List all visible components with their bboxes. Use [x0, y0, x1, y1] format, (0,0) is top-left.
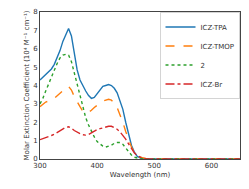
svg-text:5: 5 [33, 64, 37, 72]
svg-text:Molar Extinction Coefficient (: Molar Extinction Coefficient (10⁴ M⁻¹ cm… [23, 10, 31, 160]
svg-text:400: 400 [90, 162, 103, 170]
svg-text:8: 8 [33, 8, 37, 16]
svg-text:6: 6 [33, 45, 38, 53]
svg-text:ICZ-Br: ICZ-Br [201, 81, 223, 89]
svg-text:2: 2 [33, 119, 37, 127]
svg-text:Wavelength (nm): Wavelength (nm) [110, 171, 171, 179]
svg-text:4: 4 [33, 82, 38, 90]
svg-text:2: 2 [201, 62, 205, 70]
svg-text:0: 0 [33, 155, 37, 163]
svg-text:ICZ-TMOP: ICZ-TMOP [201, 43, 235, 51]
svg-text:1: 1 [33, 137, 37, 145]
svg-text:7: 7 [33, 27, 37, 35]
svg-text:300: 300 [33, 162, 46, 170]
svg-text:3: 3 [33, 100, 37, 108]
svg-text:ICZ-TPA: ICZ-TPA [201, 24, 228, 32]
svg-text:500: 500 [148, 162, 161, 170]
svg-text:600: 600 [205, 162, 218, 170]
